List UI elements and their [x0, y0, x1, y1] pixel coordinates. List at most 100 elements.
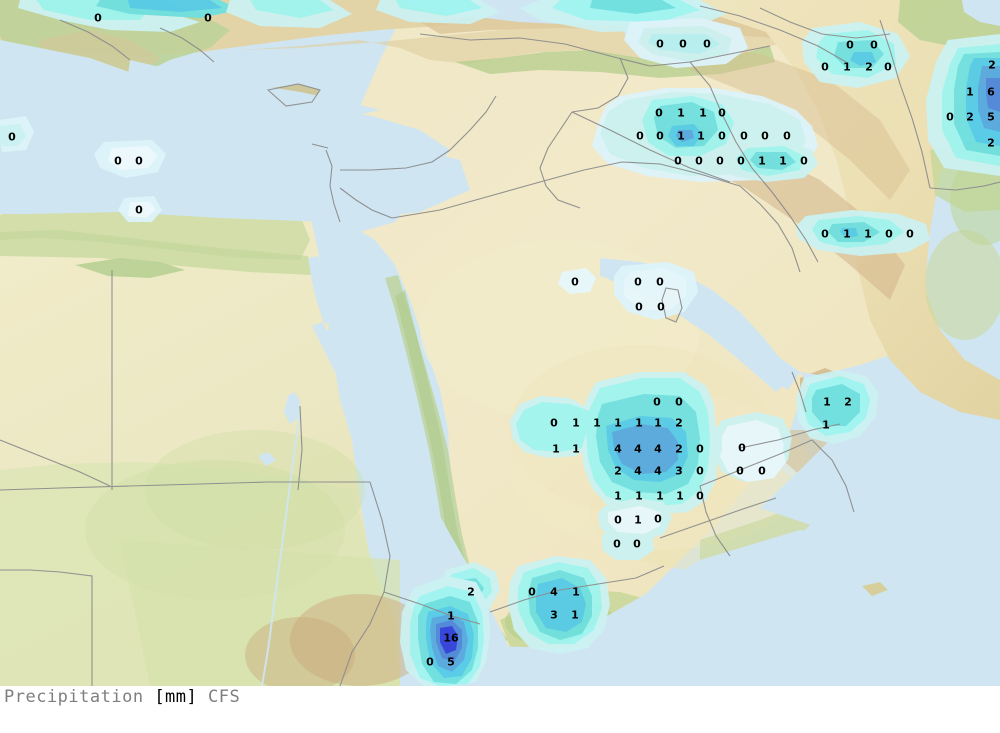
- precip-value-label: 0: [695, 154, 703, 168]
- precip-value-label: 2: [988, 58, 996, 72]
- precip-value-label: 5: [447, 655, 455, 669]
- precip-value-label: 0: [528, 585, 536, 599]
- precip-value-label: 0: [740, 129, 748, 143]
- precip-value-label: 0: [783, 129, 791, 143]
- precip-value-label: 0: [696, 442, 704, 456]
- legend-model-name: CFS: [208, 687, 241, 707]
- legend-title-main: Precipitation: [4, 687, 144, 707]
- precip-value-label: 1: [572, 416, 580, 430]
- precip-value-label: 2: [675, 416, 683, 430]
- precip-value-label: 0: [718, 106, 726, 120]
- precip-value-label: 1: [447, 609, 455, 623]
- precip-value-label: 0: [737, 154, 745, 168]
- precip-value-label: 0: [800, 154, 808, 168]
- precip-value-label: 0: [636, 129, 644, 143]
- precip-value-label: 1: [614, 489, 622, 503]
- precip-value-label: 1: [614, 416, 622, 430]
- precip-value-label: 0: [114, 154, 122, 168]
- precip-value-label: 0: [634, 275, 642, 289]
- precip-value-label: 0: [656, 129, 664, 143]
- precip-value-label: 0: [656, 275, 664, 289]
- precip-value-label: 4: [654, 464, 662, 478]
- precip-value-label: 0: [135, 203, 143, 217]
- precip-value-label: 0: [718, 129, 726, 143]
- precip-value-label: 1: [843, 227, 851, 241]
- precip-value-label: 1: [677, 129, 685, 143]
- precip-value-label: 0: [633, 537, 641, 551]
- precip-value-label: 0: [761, 129, 769, 143]
- precip-value-label: 3: [550, 608, 558, 622]
- precip-value-label: 2: [467, 585, 475, 599]
- precip-value-label: 0: [675, 395, 683, 409]
- precip-value-label: 1: [676, 489, 684, 503]
- precip-value-label: 1: [634, 513, 642, 527]
- precip-value-label: 0: [884, 60, 892, 74]
- precip-value-label: 0: [906, 227, 914, 241]
- precip-value-label: 0: [716, 154, 724, 168]
- precip-value-label: 0: [736, 464, 744, 478]
- precip-value-label: 0: [758, 464, 766, 478]
- precip-value-label: 2: [966, 110, 974, 124]
- precip-value-label: 0: [94, 11, 102, 25]
- precip-value-label: 1: [571, 608, 579, 622]
- precip-value-label: 0: [204, 11, 212, 25]
- precip-value-label: 1: [966, 85, 974, 99]
- precip-value-label: 4: [550, 585, 558, 599]
- precip-value-label: 1: [552, 442, 560, 456]
- precip-value-label: 0: [821, 60, 829, 74]
- precip-value-label: 0: [135, 154, 143, 168]
- precip-value-label: 1: [697, 129, 705, 143]
- precip-value-label: 0: [657, 300, 665, 314]
- precip-value-label: 1: [635, 416, 643, 430]
- precip-value-label: 0: [821, 227, 829, 241]
- precip-value-label: 2: [987, 136, 995, 150]
- precip-value-label: 1: [572, 442, 580, 456]
- precip-value-label: 0: [426, 655, 434, 669]
- map-footer: Precipitation [mm] CFS 0.10.512510152025…: [0, 686, 1000, 733]
- precip-value-label: 16: [443, 631, 459, 645]
- precip-value-label: 4: [654, 442, 662, 456]
- precip-value-label: 0: [679, 37, 687, 51]
- precip-value-label: 3: [675, 464, 683, 478]
- precip-value-label: 1: [635, 489, 643, 503]
- precip-value-label: 0: [653, 395, 661, 409]
- precip-value-label: 1: [864, 227, 872, 241]
- precip-value-label: 0: [674, 154, 682, 168]
- precip-value-label: 1: [822, 418, 830, 432]
- precip-value-label: 1: [779, 154, 787, 168]
- precip-value-label: 0: [885, 227, 893, 241]
- precip-value-label: 4: [634, 464, 642, 478]
- precip-value-label: 1: [654, 416, 662, 430]
- precip-value-label: 0: [614, 513, 622, 527]
- legend-title: Precipitation [mm] CFS: [4, 687, 240, 707]
- precip-value-label: 0: [550, 416, 558, 430]
- precip-value-label: 0: [613, 537, 621, 551]
- precip-value-label: 1: [699, 106, 707, 120]
- precip-value-label: 2: [675, 442, 683, 456]
- precip-value-label: 0: [656, 37, 664, 51]
- precip-value-label: 5: [987, 110, 995, 124]
- precip-value-label: 0: [946, 110, 954, 124]
- precip-value-label: 2: [865, 60, 873, 74]
- precip-value-label: 1: [823, 395, 831, 409]
- precip-value-label: 0: [654, 512, 662, 526]
- precip-value-label: 0: [738, 441, 746, 455]
- country-borders-layer: [0, 5, 1000, 686]
- precip-value-label: 1: [677, 106, 685, 120]
- precip-value-label: 1: [656, 489, 664, 503]
- precip-value-label: 0: [870, 38, 878, 52]
- precip-value-label: 0: [655, 106, 663, 120]
- precipitation-contours-layer: [0, 0, 1000, 686]
- precip-value-label: 0: [703, 37, 711, 51]
- precip-value-label: 0: [571, 275, 579, 289]
- precip-value-label: 0: [696, 464, 704, 478]
- precip-value-label: 1: [572, 585, 580, 599]
- precip-value-label: 0: [635, 300, 643, 314]
- precip-value-label: 0: [696, 489, 704, 503]
- precip-value-label: 4: [614, 442, 622, 456]
- precip-value-label: 0: [8, 130, 16, 144]
- precip-value-label: 2: [844, 395, 852, 409]
